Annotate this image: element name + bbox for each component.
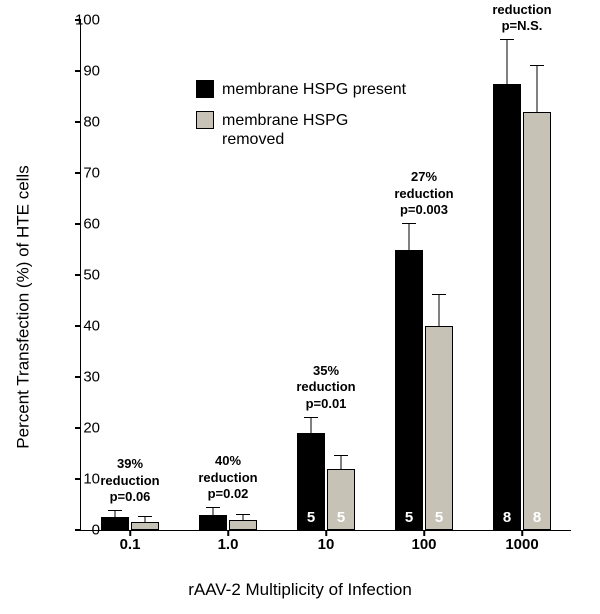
y-tick-label: 60 xyxy=(60,216,100,233)
n-label: 8 xyxy=(523,509,551,526)
y-tick-label: 10 xyxy=(60,471,100,488)
y-axis-title-wrap: Percent Transfection (%) of HTE cells xyxy=(14,0,34,614)
reduction-word: reduction xyxy=(492,2,551,17)
bar-present: 8 xyxy=(493,20,521,530)
bar-removed: 8 xyxy=(523,20,551,530)
reduction-annotation: 27% reductionp=0.003 xyxy=(374,169,474,218)
bar-present xyxy=(101,20,129,530)
bar-fill xyxy=(523,112,551,530)
error-cap xyxy=(304,417,318,418)
x-tick-label: 100 xyxy=(375,536,473,553)
error-bar xyxy=(507,40,508,83)
error-bar xyxy=(341,456,342,469)
n-label: 5 xyxy=(425,509,453,526)
bar-removed: 5 xyxy=(327,20,355,530)
p-value: p=0.003 xyxy=(400,202,448,217)
bar-fill xyxy=(395,250,423,531)
category-group: 105535%reductionp=0.01 xyxy=(277,20,375,530)
error-bar xyxy=(311,418,312,433)
error-cap xyxy=(500,39,514,40)
category-group: 1.040%reductionp=0.02 xyxy=(179,20,277,530)
reduction-annotation: 6%reductionp=N.S. xyxy=(472,0,572,34)
reduction-word: reduction xyxy=(198,470,257,485)
y-tick-label: 100 xyxy=(60,12,100,29)
category-group: 1000886%reductionp=N.S. xyxy=(473,20,571,530)
x-tick-label: 0.1 xyxy=(81,536,179,553)
reduction-pct: 39% xyxy=(117,456,143,471)
error-cap xyxy=(236,514,250,515)
error-cap xyxy=(138,516,152,517)
n-label: 5 xyxy=(327,509,355,526)
y-axis-title: Percent Transfection (%) of HTE cells xyxy=(14,165,34,448)
bar-present: 5 xyxy=(395,20,423,530)
p-value: p=N.S. xyxy=(502,18,543,33)
error-bar xyxy=(409,224,410,250)
reduction-pct: 6% xyxy=(513,0,532,1)
x-tick-label: 10 xyxy=(277,536,375,553)
p-value: p=0.01 xyxy=(306,396,347,411)
bar-fill xyxy=(101,517,129,530)
x-tick-label: 1000 xyxy=(473,536,571,553)
error-cap xyxy=(432,294,446,295)
y-tick-label: 20 xyxy=(60,420,100,437)
n-label: 5 xyxy=(297,509,325,526)
bar-removed xyxy=(131,20,159,530)
reduction-word: reduction xyxy=(100,473,159,488)
bar-fill xyxy=(199,515,227,530)
p-value: p=0.02 xyxy=(208,486,249,501)
error-bar xyxy=(145,517,146,522)
reduction-pct: 27% xyxy=(411,169,437,184)
bar-present: 5 xyxy=(297,20,325,530)
chart-container: Percent Transfection (%) of HTE cells me… xyxy=(0,0,600,614)
error-cap xyxy=(402,223,416,224)
y-tick-label: 50 xyxy=(60,267,100,284)
y-tick-label: 70 xyxy=(60,165,100,182)
error-cap xyxy=(334,455,348,456)
error-bar xyxy=(115,511,116,517)
x-axis-title: rAAV-2 Multiplicity of Infection xyxy=(0,580,600,600)
p-value: p=0.06 xyxy=(110,489,151,504)
bar-fill xyxy=(229,520,257,530)
n-label: 8 xyxy=(493,509,521,526)
error-bar xyxy=(537,66,538,112)
error-cap xyxy=(108,510,122,511)
reduction-pct: 35% xyxy=(313,363,339,378)
reduction-pct: 40% xyxy=(215,453,241,468)
reduction-annotation: 35%reduction p=0.01 xyxy=(276,363,376,412)
bar-fill xyxy=(493,84,521,530)
reduction-annotation: 40% reductionp=0.02 xyxy=(178,453,278,502)
error-bar xyxy=(439,295,440,326)
error-cap xyxy=(530,65,544,66)
bar-fill xyxy=(425,326,453,530)
reduction-word: reduction xyxy=(296,379,355,394)
y-tick-label: 80 xyxy=(60,114,100,131)
error-bar xyxy=(243,515,244,520)
reduction-word: reduction xyxy=(394,186,453,201)
y-tick-label: 90 xyxy=(60,63,100,80)
error-cap xyxy=(206,507,220,508)
y-tick-label: 40 xyxy=(60,318,100,335)
plot-area: membrane HSPG presentmembrane HSPGremove… xyxy=(80,20,571,531)
n-label: 5 xyxy=(395,509,423,526)
category-group: 1005527%reductionp=0.003 xyxy=(375,20,473,530)
y-tick-label: 0 xyxy=(60,522,100,539)
y-tick-label: 30 xyxy=(60,369,100,386)
error-bar xyxy=(213,508,214,515)
bar-removed: 5 xyxy=(425,20,453,530)
x-tick-label: 1.0 xyxy=(179,536,277,553)
bar-fill xyxy=(131,522,159,530)
